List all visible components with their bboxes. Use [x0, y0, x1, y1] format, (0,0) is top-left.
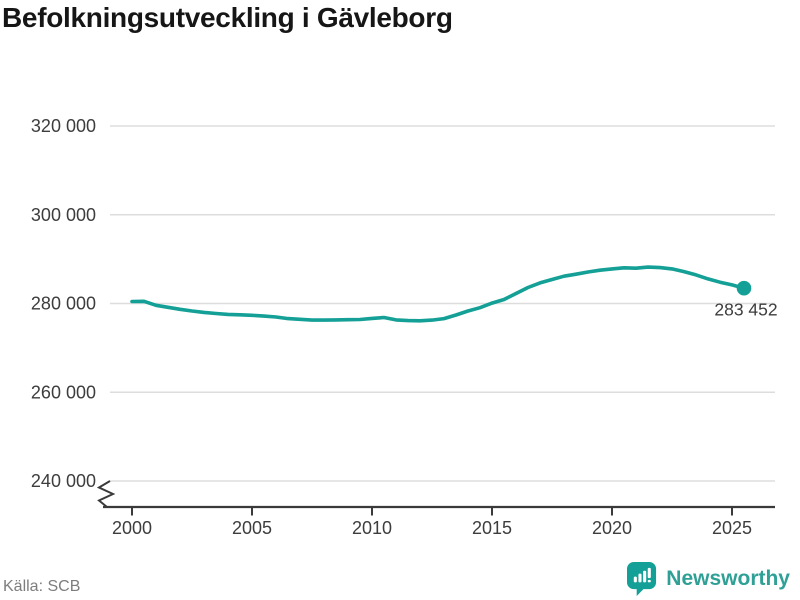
- x-tick-label: 2005: [232, 518, 272, 538]
- population-line: [130, 265, 746, 323]
- y-tick-label: 300 000: [31, 205, 96, 225]
- newsworthy-logo-icon: [627, 562, 657, 596]
- y-tick-label: 280 000: [31, 294, 96, 314]
- end-point-marker: [736, 280, 752, 296]
- y-axis-break-icon: [96, 480, 116, 508]
- chart-title: Befolkningsutveckling i Gävleborg: [2, 2, 453, 33]
- newsworthy-logo-text: Newsworthy: [666, 567, 790, 590]
- end-value-label: 283 452: [714, 300, 777, 320]
- newsworthy-brand-link[interactable]: Newsworthy: [627, 562, 790, 596]
- y-tick-label: 320 000: [31, 116, 96, 136]
- x-tick-label: 2010: [352, 518, 392, 538]
- x-tick-label: 2020: [592, 518, 632, 538]
- y-tick-label: 240 000: [31, 471, 96, 491]
- y-tick-label: 260 000: [31, 382, 96, 402]
- x-tick-label: 2015: [472, 518, 512, 538]
- x-tick-label: 2000: [112, 518, 152, 538]
- source-label: Källa: SCB: [3, 578, 81, 595]
- x-tick-label: 2025: [712, 518, 752, 538]
